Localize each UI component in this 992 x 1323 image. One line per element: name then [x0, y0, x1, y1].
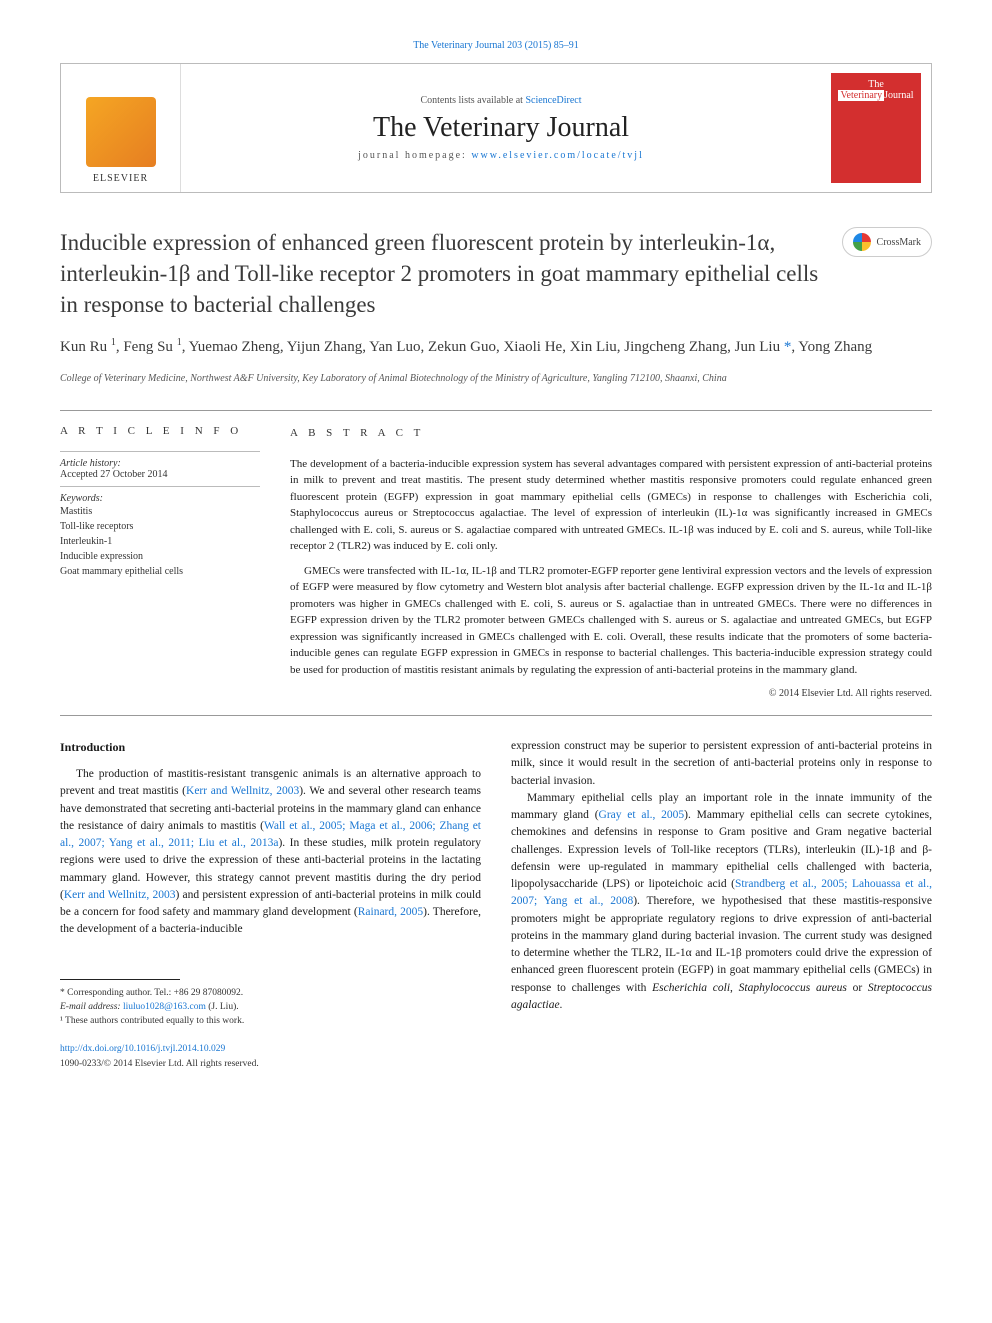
citation-link[interactable]: The Veterinary Journal 203 (2015) 85–91	[413, 40, 579, 51]
ref-link[interactable]: Rainard, 2005	[358, 906, 423, 918]
corresponding-footer: * Corresponding author. Tel.: +86 29 870…	[60, 979, 481, 1029]
abstract-copyright: © 2014 Elsevier Ltd. All rights reserved…	[290, 686, 932, 701]
journal-banner: ELSEVIER Contents lists available at Sci…	[60, 63, 932, 193]
rule-top	[60, 410, 932, 411]
keyword: Toll-like receptors	[60, 519, 260, 534]
keyword: Mastitis	[60, 504, 260, 519]
doi-block: http://dx.doi.org/10.1016/j.tvjl.2014.10…	[60, 1042, 481, 1071]
cover-line2b: Journal	[884, 90, 913, 101]
text-run: ). Therefore, we hypothesised that these…	[511, 895, 932, 993]
article-info-heading: A R T I C L E I N F O	[60, 425, 260, 437]
species-name: Escherichia coli	[652, 982, 730, 994]
issn-line: 1090-0233/© 2014 Elsevier Ltd. All right…	[60, 1057, 481, 1071]
keyword: Goat mammary epithelial cells	[60, 564, 260, 579]
homepage-line: journal homepage: www.elsevier.com/locat…	[358, 150, 644, 161]
abstract-heading: A B S T R A C T	[290, 425, 932, 442]
sciencedirect-link[interactable]: ScienceDirect	[525, 95, 581, 106]
article-info-column: A R T I C L E I N F O Article history: A…	[60, 425, 260, 701]
right-p2: Mammary epithelial cells play an importa…	[511, 790, 932, 1014]
cover-line1: The	[868, 79, 884, 90]
history-value: Accepted 27 October 2014	[60, 469, 260, 480]
journal-cover-thumb: The VeterinaryJournal	[831, 73, 921, 183]
crossmark-icon	[853, 233, 871, 251]
history-label: Article history:	[60, 458, 260, 469]
cover-line2a: Veterinary	[838, 90, 884, 101]
info-rule-2	[60, 486, 260, 487]
footer-rule	[60, 979, 180, 980]
keyword: Inducible expression	[60, 549, 260, 564]
homepage-link[interactable]: www.elsevier.com/locate/tvjl	[471, 150, 644, 161]
homepage-prefix: journal homepage:	[358, 150, 471, 161]
text-run: ,	[730, 982, 739, 994]
body-columns: Introduction The production of mastitis-…	[60, 738, 932, 1071]
crossmark-badge[interactable]: CrossMark	[842, 227, 932, 257]
banner-publisher: ELSEVIER	[61, 64, 181, 192]
affiliation: College of Veterinary Medicine, Northwes…	[60, 372, 932, 386]
info-rule-1	[60, 451, 260, 452]
keyword: Interleukin-1	[60, 534, 260, 549]
ref-link[interactable]: Kerr and Wellnitz, 2003	[186, 785, 299, 797]
keywords-label: Keywords:	[60, 493, 260, 504]
text-run: or	[847, 982, 868, 994]
email-line: E-mail address: liuluo1028@163.com (J. L…	[60, 1000, 481, 1014]
body-left-column: Introduction The production of mastitis-…	[60, 738, 481, 1071]
keywords-list: Mastitis Toll-like receptors Interleukin…	[60, 504, 260, 579]
corr-line: * Corresponding author. Tel.: +86 29 870…	[60, 986, 481, 1000]
elsevier-label: ELSEVIER	[93, 173, 148, 184]
text-run: .	[560, 999, 563, 1011]
abstract-column: A B S T R A C T The development of a bac…	[290, 425, 932, 701]
top-citation: The Veterinary Journal 203 (2015) 85–91	[60, 40, 932, 51]
authors-line: Kun Ru 1, Feng Su 1, Yuemao Zheng, Yijun…	[60, 336, 932, 358]
doi-link[interactable]: http://dx.doi.org/10.1016/j.tvjl.2014.10…	[60, 1044, 225, 1054]
abstract-p2: GMECs were transfected with IL-1α, IL-1β…	[290, 563, 932, 679]
journal-name: The Veterinary Journal	[373, 112, 629, 144]
email-suffix: (J. Liu).	[206, 1002, 239, 1012]
rule-bottom	[60, 715, 932, 716]
email-label: E-mail address:	[60, 1002, 123, 1012]
elsevier-tree-icon	[86, 97, 156, 167]
intro-p1: The production of mastitis-resistant tra…	[60, 766, 481, 939]
abstract-p1: The development of a bacteria-inducible …	[290, 456, 932, 555]
contents-prefix: Contents lists available at	[420, 95, 525, 106]
intro-heading: Introduction	[60, 738, 481, 756]
equal-contrib-note: ¹ These authors contributed equally to t…	[60, 1014, 481, 1028]
contents-line: Contents lists available at ScienceDirec…	[420, 95, 581, 106]
email-link[interactable]: liuluo1028@163.com	[123, 1002, 206, 1012]
banner-cover: The VeterinaryJournal	[821, 64, 931, 192]
ref-link[interactable]: Gray et al., 2005	[599, 809, 685, 821]
ref-link[interactable]: Kerr and Wellnitz, 2003	[64, 889, 176, 901]
banner-center: Contents lists available at ScienceDirec…	[181, 64, 821, 192]
species-name: Staphylococcus aureus	[739, 982, 847, 994]
right-p1: expression construct may be superior to …	[511, 738, 932, 790]
body-right-column: expression construct may be superior to …	[511, 738, 932, 1071]
crossmark-label: CrossMark	[877, 237, 921, 248]
article-title: Inducible expression of enhanced green f…	[60, 227, 822, 320]
